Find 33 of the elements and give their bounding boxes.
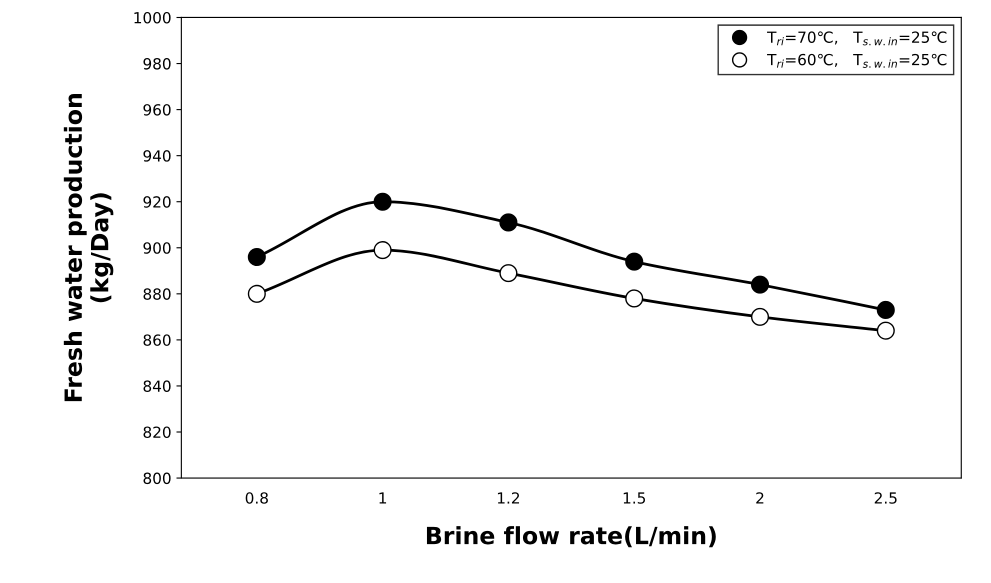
- point: [248, 284, 266, 303]
- point: [374, 241, 392, 260]
- y-tick-label: 820: [144, 426, 171, 438]
- x-tick-label: 1: [379, 492, 386, 504]
- y-tick-label: 860: [144, 334, 171, 346]
- x-tick-label: 0.8: [246, 492, 268, 504]
- y-tick-label: 980: [143, 58, 171, 70]
- y-tick-label: 920: [143, 196, 171, 208]
- y-tick-label: 800: [144, 472, 171, 484]
- point: [625, 289, 644, 308]
- x-tick-label: 1.2: [498, 492, 520, 504]
- x-tick-label: 2.5: [874, 492, 897, 504]
- point: [876, 300, 895, 319]
- y-tick-label: 880: [144, 288, 171, 300]
- point: [750, 276, 770, 294]
- point: [625, 252, 644, 271]
- y-tick-label: 940: [143, 150, 171, 162]
- y-tick-label: 900: [143, 242, 171, 254]
- y-tick-label: 1000: [134, 12, 171, 24]
- point: [374, 192, 392, 211]
- point: [876, 322, 895, 340]
- x-tick-label: 2: [756, 492, 764, 504]
- x-tick-label: 1.5: [624, 492, 646, 504]
- point: [248, 248, 266, 266]
- point: [750, 308, 770, 326]
- point: [499, 213, 518, 232]
- y-axis-title: Fresh water production (kg/Day): [64, 94, 114, 402]
- x-axis-title: Brine flow rate(L/min): [426, 526, 716, 548]
- y-tick-label: 840: [144, 380, 171, 392]
- point: [499, 264, 518, 282]
- legend-label: T$_{ri}$=60℃, T$_{s.w.in}$=25℃: [767, 54, 946, 68]
- legend-label: T$_{ri}$=70℃, T$_{s.w.in}$=25℃: [767, 31, 946, 46]
- y-tick-label: 960: [143, 104, 171, 116]
